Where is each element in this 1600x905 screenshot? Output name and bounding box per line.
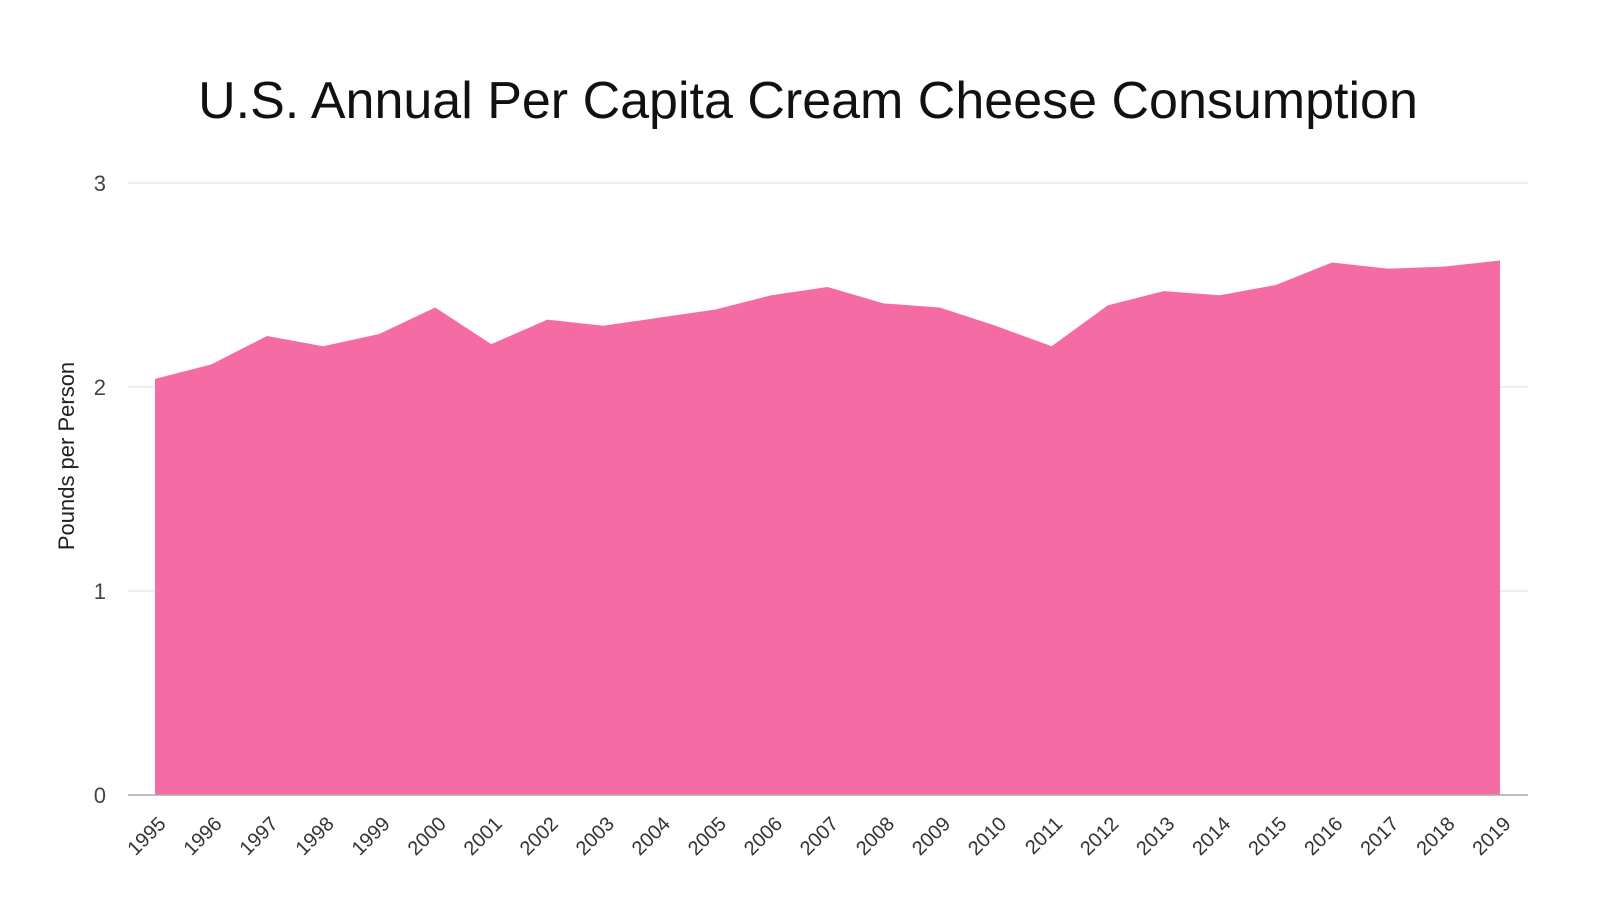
area-layer	[155, 261, 1500, 795]
x-tick-label: 2014	[1188, 813, 1235, 860]
x-tick-label: 1995	[124, 813, 171, 860]
x-tick-label: 2005	[684, 813, 731, 860]
area-series	[155, 261, 1500, 795]
x-tick-label: 2002	[516, 813, 563, 860]
x-tick-label: 2017	[1356, 813, 1403, 860]
x-tick-label: 1996	[180, 813, 227, 860]
x-tick-label: 2015	[1244, 813, 1291, 860]
x-tick-label: 2019	[1469, 813, 1516, 860]
x-tick-label: 2004	[628, 813, 675, 860]
x-tick-label: 2006	[740, 813, 787, 860]
x-tick-label: 1997	[236, 813, 283, 860]
y-axis-label: Pounds per Person	[54, 362, 79, 550]
y-tick-label: 1	[94, 579, 106, 604]
x-tick-label: 2010	[964, 813, 1011, 860]
y-tick-label: 0	[94, 783, 106, 808]
x-tick-label: 2000	[404, 813, 451, 860]
x-tick-label: 2003	[572, 813, 619, 860]
x-tick-label: 2001	[460, 813, 507, 860]
x-tick-label: 1999	[348, 813, 395, 860]
y-tick-labels: 0 1 2 3	[94, 171, 106, 808]
x-tick-label: 1998	[292, 813, 339, 860]
x-tick-label: 2012	[1076, 813, 1123, 860]
x-tick-label: 2008	[852, 813, 899, 860]
x-tick-label: 2011	[1021, 813, 1067, 859]
chart-title: U.S. Annual Per Capita Cream Cheese Cons…	[198, 72, 1418, 130]
x-tick-label: 2016	[1300, 813, 1347, 860]
x-tick-label: 2013	[1132, 813, 1179, 860]
x-tick-label: 2009	[908, 813, 955, 860]
x-tick-label: 2007	[796, 813, 843, 860]
y-tick-label: 2	[94, 375, 106, 400]
y-tick-label: 3	[94, 171, 106, 196]
x-tick-label: 2018	[1412, 813, 1459, 860]
